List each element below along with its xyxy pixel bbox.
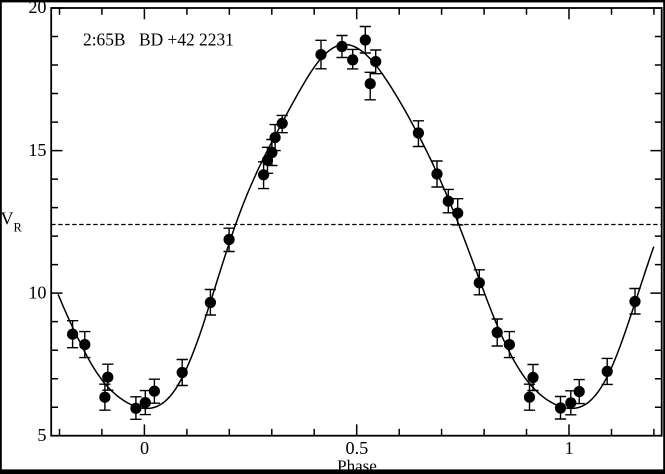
- svg-text:20: 20: [28, 0, 46, 17]
- svg-text:Phase: Phase: [337, 457, 377, 474]
- svg-text:10: 10: [28, 282, 46, 302]
- svg-text:2:65B: 2:65B: [83, 30, 126, 50]
- svg-text:5: 5: [37, 425, 46, 445]
- svg-text:R: R: [14, 221, 23, 235]
- svg-text:V: V: [1, 209, 14, 229]
- svg-text:0: 0: [140, 438, 149, 458]
- svg-text:1: 1: [565, 438, 574, 458]
- svg-text:BD +42 2231: BD +42 2231: [139, 30, 234, 50]
- svg-text:0.5: 0.5: [346, 438, 369, 458]
- svg-text:15: 15: [28, 140, 46, 160]
